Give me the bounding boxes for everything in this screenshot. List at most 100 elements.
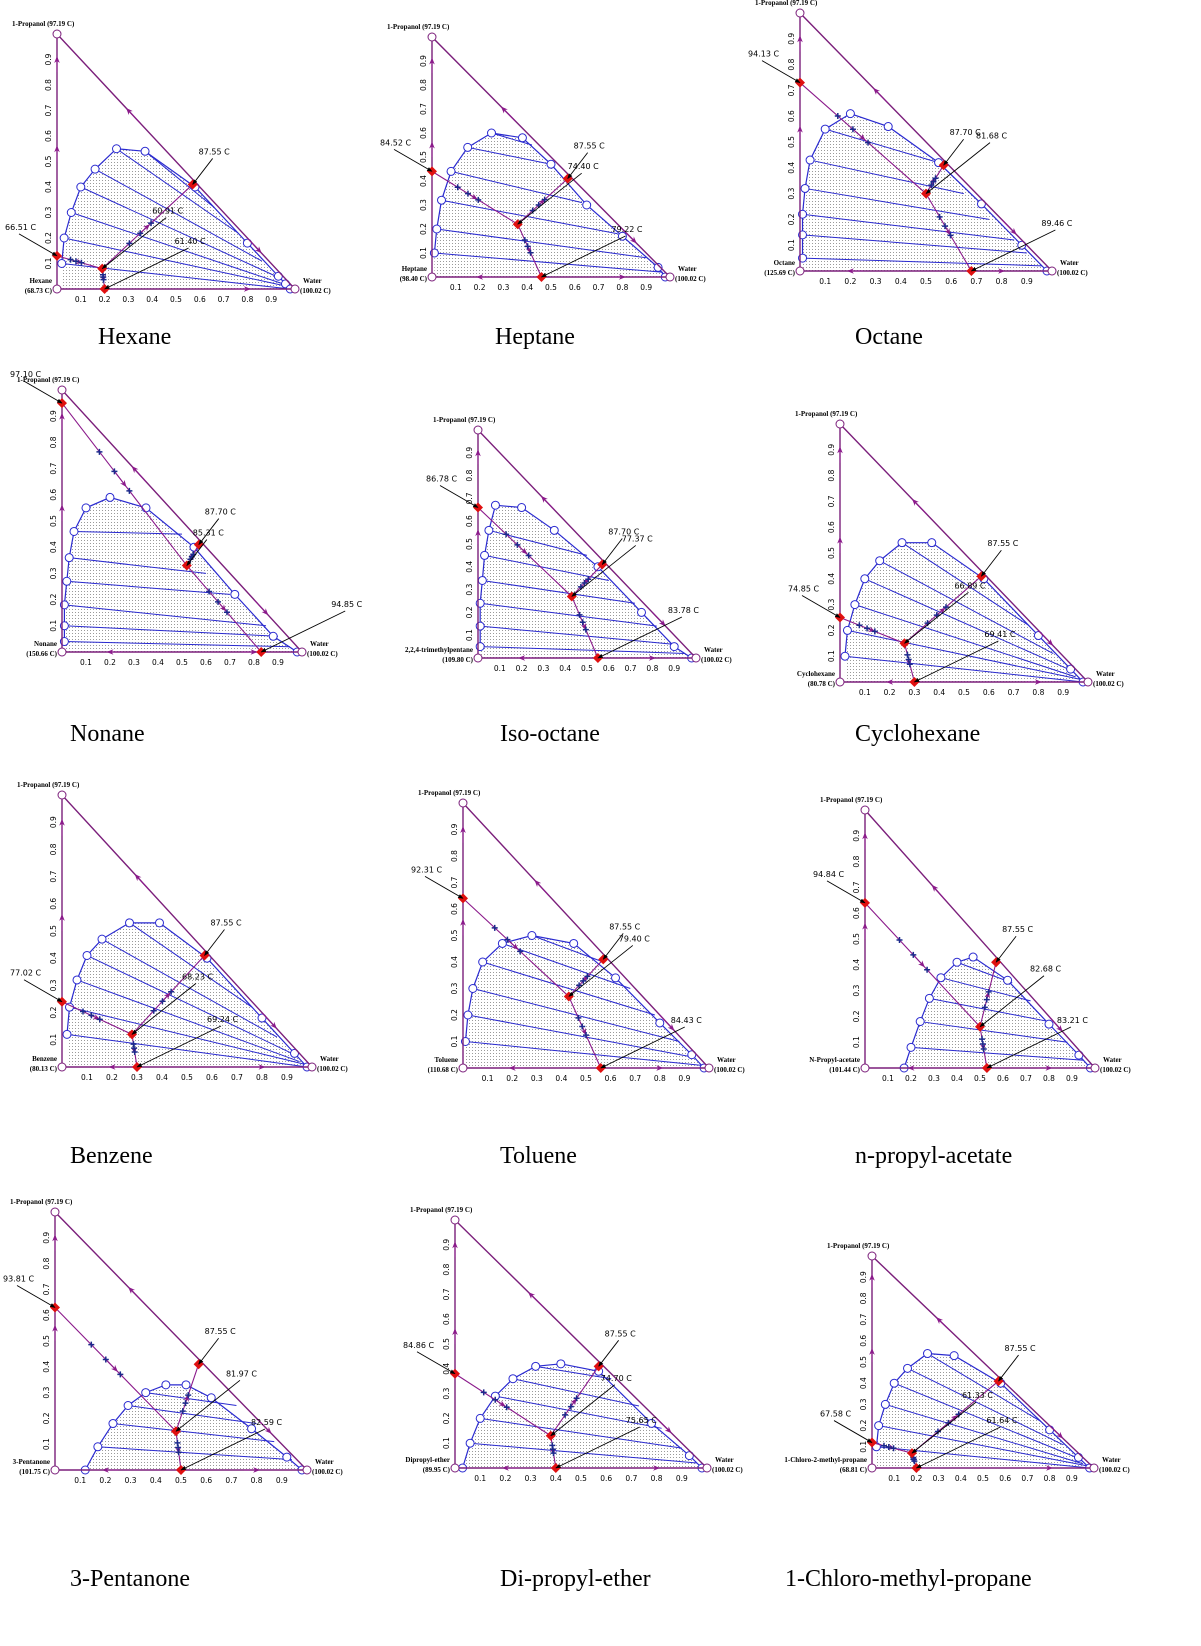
azeotrope-label: 74.40 C <box>568 162 599 171</box>
azeotrope-pointer <box>517 172 582 225</box>
x-tick-label: 0.1 <box>81 1073 93 1082</box>
binodal-point <box>490 500 500 510</box>
experimental-point <box>88 1012 95 1019</box>
left-vertex-temp: (101.44 C) <box>829 1066 860 1074</box>
vertex-marker <box>52 284 62 294</box>
azeotrope-label: 66.51 C <box>5 223 36 232</box>
azeotrope-label: 92.31 C <box>411 865 442 874</box>
azeotrope-pointer <box>18 233 58 257</box>
boundary-arrow <box>852 128 866 141</box>
tie-line <box>73 530 183 535</box>
y-tick-label: 0.9 <box>859 1271 868 1283</box>
y-tick-label: 0.3 <box>49 567 58 579</box>
experimental-point <box>576 611 583 618</box>
boundary-arrow <box>507 939 519 950</box>
binodal-point <box>1073 1452 1083 1462</box>
azeotrope-label: 67.58 C <box>820 1410 851 1419</box>
experimental-point <box>126 487 133 494</box>
binodal-point <box>69 526 79 536</box>
ternary-svg: 0.1 0.2 0.3 0.4 0.5 0.6 0.7 0.8 0.9 0.1 0.2 0.3 0.4 0… <box>380 23 706 292</box>
binodal-point <box>968 952 978 962</box>
y-tick-label: 0.2 <box>42 1412 51 1424</box>
tie-line <box>112 1423 275 1443</box>
y-tick-label: 0.9 <box>450 823 459 835</box>
x-tick-label: 0.5 <box>580 1074 592 1083</box>
y-tick-label: 0.9 <box>852 830 861 842</box>
x-tick-label: 0.8 <box>241 295 253 304</box>
x-tick-label: 0.9 <box>676 1474 688 1483</box>
binodal-point <box>125 918 134 928</box>
x-tick-label: 0.7 <box>593 283 605 292</box>
experimental-point <box>524 243 531 250</box>
ternary-svg: 0.1 0.2 0.3 0.4 0.5 0.6 0.7 0.8 0.9 0.1 0.2 0.3 0.4 0… <box>748 0 1088 286</box>
tie-line <box>482 961 656 1016</box>
azeotrope-label: 83.78 C <box>668 606 699 615</box>
experimental-point <box>131 1048 138 1055</box>
binodal-point <box>875 556 885 566</box>
edge-arrow <box>256 1418 272 1434</box>
binodal-point <box>465 1438 475 1448</box>
top-vertex-label: 1-Propanol (97.19 C) <box>418 789 481 797</box>
experimental-point <box>475 196 482 203</box>
x-tick-label: 0.3 <box>933 1474 945 1483</box>
x-tick-label: 0.8 <box>251 1476 263 1485</box>
right-vertex-label: Water <box>320 1055 339 1063</box>
tie-line <box>129 922 253 1008</box>
right-vertex-label: Water <box>717 1056 736 1064</box>
x-tick-label: 0.7 <box>970 277 982 286</box>
edge-arrow <box>911 498 928 515</box>
binodal-point <box>860 574 870 584</box>
x-tick-label: 0.7 <box>231 1073 243 1082</box>
binodal-point <box>64 553 74 563</box>
right-vertex-label: Water <box>315 1458 334 1466</box>
experimental-point <box>150 1007 157 1014</box>
binodal-point <box>903 1363 913 1373</box>
binodal-point <box>531 1361 541 1371</box>
x-tick-label: 0.7 <box>218 295 230 304</box>
left-vertex-temp: (68.81 C) <box>840 1466 868 1474</box>
x-tick-label: 0.4 <box>555 1074 567 1083</box>
vertex-marker <box>427 32 437 42</box>
azeotrope-pointer <box>198 518 220 546</box>
experimental-point <box>934 1428 941 1435</box>
top-vertex-label: 1-Propanol (97.19 C) <box>387 23 450 31</box>
panel-caption: Hexane <box>98 324 172 350</box>
panel-caption: Heptane <box>495 324 575 350</box>
y-tick-label: 0.8 <box>827 469 836 481</box>
azeotrope-label: 77.37 C <box>622 534 653 543</box>
top-vertex-label: 1-Propanol (97.19 C) <box>433 416 496 424</box>
experimental-point <box>906 661 913 668</box>
y-tick-label: 0.1 <box>49 1034 58 1046</box>
x-tick-label: 0.4 <box>146 295 158 304</box>
tie-line <box>927 1353 1041 1422</box>
azeotrope-label: 86.78 C <box>426 475 457 484</box>
binodal-point <box>850 600 860 610</box>
experimental-point <box>168 988 175 995</box>
experimental-point <box>514 541 521 548</box>
y-tick-label: 0.1 <box>787 239 796 251</box>
y-tick-label: 0.7 <box>42 1283 51 1295</box>
azeotrope-pointer <box>540 235 626 278</box>
binodal-point <box>155 918 164 928</box>
edge-arrow <box>1048 1016 1063 1032</box>
azeotrope-pointer <box>555 1426 640 1469</box>
x-tick-label: 0.4 <box>550 1474 562 1483</box>
experimental-point <box>223 609 230 616</box>
experimental-point <box>581 580 588 587</box>
two-phase-region <box>462 1363 702 1468</box>
experimental-point <box>904 651 911 658</box>
panel-caption: 1-Chloro-methyl-propane <box>785 1566 1032 1592</box>
x-tick-label: 0.5 <box>181 1073 193 1082</box>
binodal-point <box>57 259 67 268</box>
tie-line <box>128 1405 257 1425</box>
x-tick-label: 0.9 <box>1066 1474 1078 1483</box>
vertex-marker <box>427 272 437 282</box>
azeotrope-label: 81.97 C <box>226 1369 257 1378</box>
vertex-marker <box>835 419 845 429</box>
azeotrope-label: 61.33 C <box>962 1391 993 1400</box>
experimental-point <box>924 966 931 973</box>
y-tick-label: 0.2 <box>859 1419 868 1431</box>
y-tick-label: 0.2 <box>419 223 428 235</box>
y-tick-label: 0.2 <box>49 593 58 605</box>
x-tick-label: 0.4 <box>933 688 945 697</box>
